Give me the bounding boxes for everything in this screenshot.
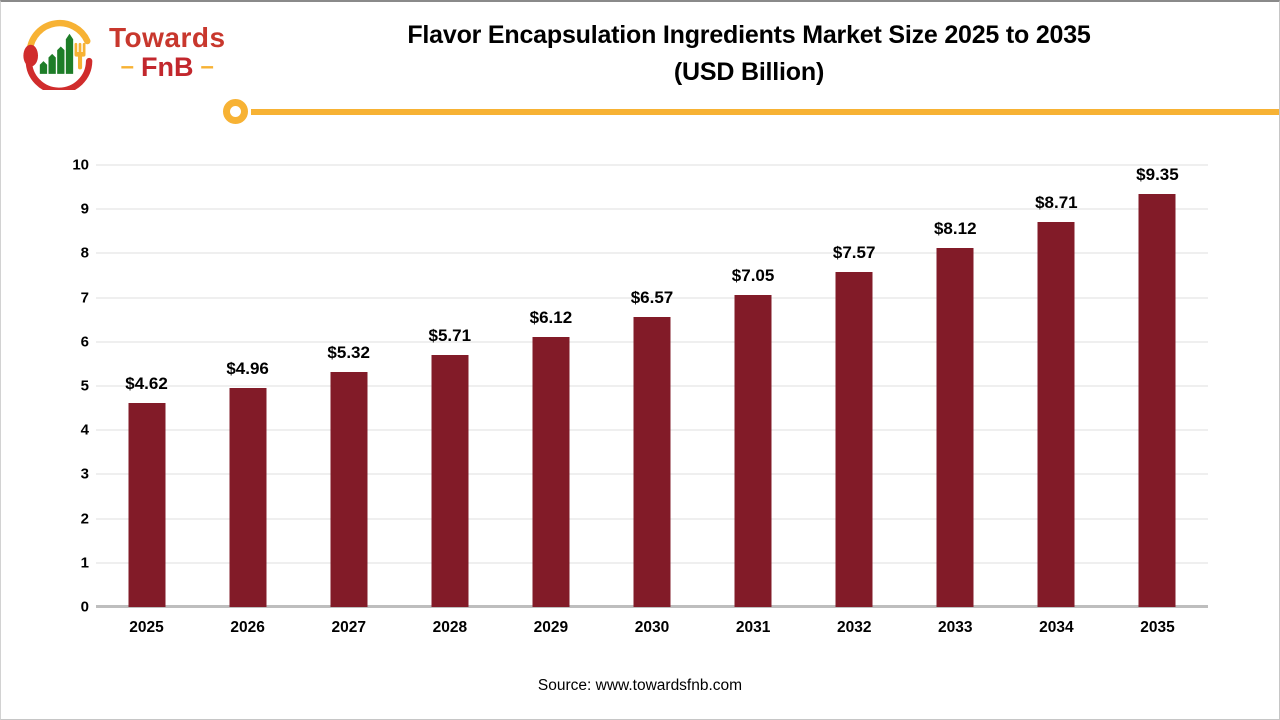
x-tick-label: 2034 bbox=[1039, 619, 1074, 636]
bar-2028 bbox=[431, 354, 469, 607]
brand-dash-right: – bbox=[200, 53, 214, 81]
brand-dash-left: – bbox=[120, 53, 135, 81]
chart-title-line1: Flavor Encapsulation Ingredients Market … bbox=[407, 21, 1091, 49]
bar-2027 bbox=[330, 371, 368, 607]
x-tick-label: 2025 bbox=[129, 619, 164, 636]
x-tick-label: 2035 bbox=[1140, 619, 1175, 636]
bar-2030 bbox=[633, 316, 671, 607]
bar-slot: $8.71 bbox=[1006, 165, 1107, 607]
x-tick-label: 2029 bbox=[533, 619, 569, 636]
bar-slot: $7.05 bbox=[703, 165, 804, 607]
gridline bbox=[96, 252, 1208, 255]
gridline bbox=[96, 296, 1208, 299]
x-tick-label: 2032 bbox=[836, 619, 872, 636]
y-tick-label: 8 bbox=[80, 244, 89, 262]
brand-name-fnb: – FnB – bbox=[120, 51, 214, 82]
bar-2033 bbox=[936, 248, 974, 607]
bar-value-label: $5.71 bbox=[428, 325, 472, 345]
bar-value-label: $4.96 bbox=[226, 358, 269, 378]
bar-slot: $7.57 bbox=[804, 165, 905, 607]
divider-ring-icon bbox=[223, 99, 248, 124]
bar-2031 bbox=[734, 295, 772, 607]
x-tick-label: 2027 bbox=[331, 619, 366, 636]
bar-value-label: $8.12 bbox=[933, 219, 977, 239]
x-tick-label: 2026 bbox=[230, 619, 265, 636]
y-tick-label: 0 bbox=[80, 598, 89, 616]
bar-value-label: $9.35 bbox=[1136, 164, 1179, 184]
brand-name-towards: Towards bbox=[109, 22, 226, 54]
bar-2025 bbox=[128, 402, 166, 607]
bar-value-label: $5.32 bbox=[327, 342, 370, 362]
bar-2026 bbox=[229, 387, 267, 607]
bar-value-label: $4.62 bbox=[125, 373, 168, 393]
divider-line bbox=[251, 108, 1279, 115]
bar-slot: $8.12 bbox=[905, 165, 1006, 607]
y-tick-label: 10 bbox=[72, 156, 89, 174]
y-tick-label: 9 bbox=[80, 200, 89, 218]
y-tick-label: 7 bbox=[80, 289, 89, 307]
bar-slot: $6.57 bbox=[601, 165, 702, 607]
chart-title: Flavor Encapsulation Ingredients Market … bbox=[245, 17, 1253, 91]
bar-slot: $5.32 bbox=[298, 165, 399, 607]
bar-slot: $4.96 bbox=[197, 165, 298, 607]
title-divider bbox=[223, 99, 1279, 124]
bar-slot: $4.62 bbox=[96, 165, 197, 607]
bar-2032 bbox=[835, 272, 873, 607]
bar-value-label: $8.71 bbox=[1035, 193, 1078, 213]
towardsfnb-logo: Towards – FnB – bbox=[17, 14, 226, 90]
source-note: Source: www.towardsfnb.com bbox=[537, 677, 743, 694]
bar-2034 bbox=[1037, 222, 1075, 607]
towardsfnb-logo-text: Towards – FnB – bbox=[109, 23, 226, 81]
x-tick-label: 2028 bbox=[432, 619, 468, 636]
y-tick-label: 6 bbox=[80, 333, 89, 351]
chart-title-line2: (USD Billion) bbox=[673, 58, 825, 86]
x-tick-label: 2031 bbox=[735, 619, 771, 636]
y-tick-label: 5 bbox=[80, 377, 89, 395]
x-tick-label: 2030 bbox=[634, 619, 670, 636]
gridline bbox=[96, 164, 1208, 166]
bar-value-label: $7.05 bbox=[731, 266, 775, 286]
bar-2029 bbox=[532, 336, 570, 607]
bar-value-label: $6.12 bbox=[529, 307, 573, 327]
bar-slot: $6.12 bbox=[500, 165, 601, 607]
x-axis: 2025 2026 2027 2028 2029 2030 2031 2032 2033 2034… bbox=[96, 619, 1208, 637]
plot-area: $4.62 $4.96 $5.32 $5.71 $6.12 $6.57 $7.05 $7.57… bbox=[96, 164, 1208, 608]
towardsfnb-logo-icon bbox=[23, 19, 93, 90]
bar-slot: $9.35 bbox=[1107, 165, 1208, 607]
y-tick-label: 2 bbox=[80, 510, 89, 528]
y-axis: 0 1 2 3 4 5 6 7 8 9 10 bbox=[41, 157, 89, 616]
bar-slot: $5.71 bbox=[399, 165, 500, 607]
y-tick-label: 3 bbox=[80, 465, 89, 483]
bar-value-label: $6.57 bbox=[630, 287, 674, 307]
bar-value-label: $7.57 bbox=[832, 243, 876, 263]
y-tick-label: 1 bbox=[80, 554, 89, 572]
y-tick-label: 4 bbox=[80, 421, 89, 439]
x-tick-label: 2033 bbox=[938, 619, 973, 636]
gridline bbox=[96, 208, 1208, 211]
brand-fnb-label: FnB bbox=[141, 51, 194, 82]
bar-2035 bbox=[1138, 193, 1176, 607]
